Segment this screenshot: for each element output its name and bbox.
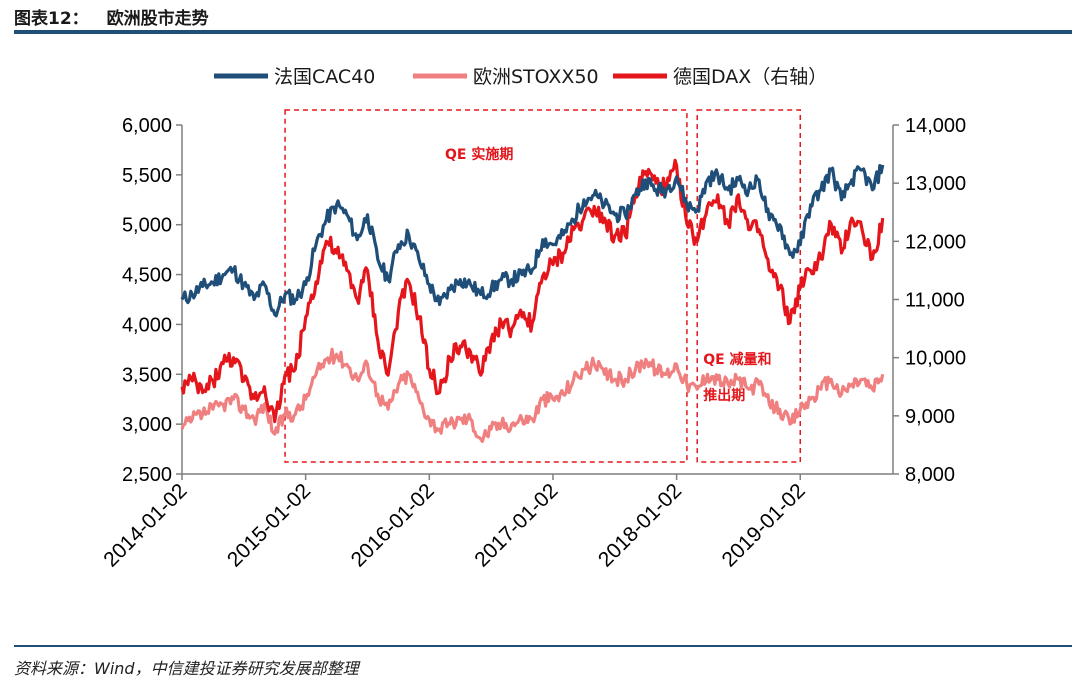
qe-period-label: QE 实施期: [445, 146, 513, 163]
qe-period-box: [696, 109, 802, 463]
x-tick-label: 2018-01-02: [594, 479, 686, 571]
y-right-tick-label: 12,000: [905, 231, 966, 253]
header-rule: [14, 30, 1072, 34]
y-right-tick-label: 9,000: [905, 406, 955, 428]
legend-entry: 法国CAC40: [274, 66, 375, 88]
footer-rule: [14, 645, 1072, 647]
chart-canvas: 6,000 5,500 5,000 4,500 4,000 3,500 3,000 2,500…: [99, 66, 966, 571]
x-tick-label: 2016-01-02: [347, 479, 439, 571]
legend-entry: 欧洲STOXX50: [473, 66, 599, 88]
y-left-tick-label: 4,500: [122, 265, 172, 287]
legend-entry: 德国DAX（右轴）: [673, 66, 827, 88]
y-left-tick-label: 3,000: [122, 414, 172, 436]
y-left-tick-label: 5,000: [122, 215, 172, 237]
y-left-tick-label: 3,500: [122, 364, 172, 386]
figure-header: 图表12： 欧洲股市走势: [14, 4, 209, 29]
y-right-tick-label: 14,000: [905, 115, 966, 137]
y-right-tick-label: 10,000: [905, 348, 966, 370]
x-tick-label: 2015-01-02: [223, 479, 315, 571]
y-left-tick-label: 6,000: [122, 115, 172, 137]
x-tick-label: 2019-01-02: [718, 479, 810, 571]
y-right-tick-label: 11,000: [905, 290, 965, 312]
qe-taper-label-line1: QE 减量和: [703, 351, 771, 368]
y-right-tick-label: 8,000: [905, 464, 955, 486]
y-right-tick-label: 13,000: [905, 173, 966, 195]
qe-period-box: [284, 109, 688, 463]
series-line: [180, 158, 885, 424]
figure-label: 图表12：: [14, 9, 89, 29]
series-line: [180, 347, 885, 443]
y-left-tick-label: 2,500: [122, 464, 172, 486]
qe-taper-label-line2: 推出期: [703, 387, 745, 404]
figure-title: 欧洲股市走势: [106, 9, 209, 29]
x-tick-label: 2017-01-02: [470, 479, 562, 571]
y-left-tick-label: 4,000: [122, 314, 172, 336]
series-line: [180, 164, 885, 318]
source-note: 资料来源：Wind，中信建投证券研究发展部整理: [14, 659, 359, 678]
x-tick-label: 2014-01-02: [99, 479, 191, 571]
y-left-tick-label: 5,500: [122, 165, 172, 187]
